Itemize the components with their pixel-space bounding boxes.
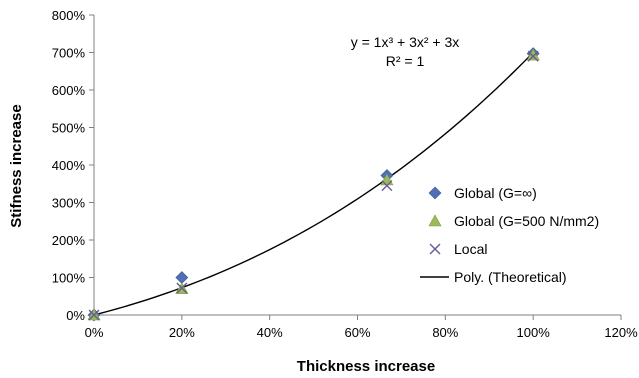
legend-marker-triangle bbox=[428, 214, 442, 227]
y-tick-label: 100% bbox=[52, 271, 86, 286]
legend-label: Local bbox=[454, 241, 487, 257]
point-x bbox=[381, 180, 393, 192]
y-tick-label: 700% bbox=[52, 46, 86, 61]
x-tick-label: 40% bbox=[257, 325, 283, 340]
y-tick-label: 200% bbox=[52, 233, 86, 248]
point-x bbox=[88, 309, 100, 321]
x-tick-label: 20% bbox=[169, 325, 195, 340]
legend-label: Global (G=∞) bbox=[454, 185, 537, 201]
y-tick-label: 400% bbox=[52, 158, 86, 173]
y-tick-label: 800% bbox=[52, 8, 86, 23]
x-tick-label: 60% bbox=[344, 325, 370, 340]
y-ticks: 0% 100% 200% 300% 400% 500% 600% 700% 800% bbox=[52, 8, 94, 323]
trendline-group bbox=[93, 52, 534, 316]
legend-marker-diamond bbox=[428, 186, 442, 200]
y-axis-title: Stifness increase bbox=[8, 104, 25, 227]
trendline-r2: R² = 1 bbox=[386, 53, 425, 69]
y-tick-label: 0% bbox=[66, 308, 85, 323]
x-tick-label: 120% bbox=[604, 325, 638, 340]
x-tick-label: 80% bbox=[432, 325, 458, 340]
trendline-equation: y = 1x³ + 3x² + 3x bbox=[351, 34, 460, 50]
x-tick-label: 0% bbox=[85, 325, 104, 340]
trendline-path bbox=[93, 52, 534, 316]
x-axis-title: Thickness increase bbox=[297, 358, 435, 375]
x-ticks: 0% 20% 40% 60% 80% 100% 120% bbox=[85, 315, 638, 340]
y-tick-label: 300% bbox=[52, 196, 86, 211]
point-triangle bbox=[526, 48, 540, 61]
legend: Global (G=∞) Global (G=500 N/mm2) Local Pol… bbox=[420, 185, 599, 285]
legend-marker-x bbox=[429, 243, 441, 255]
legend-label: Poly. (Theoretical) bbox=[454, 269, 567, 285]
data-points bbox=[87, 47, 540, 322]
y-tick-label: 600% bbox=[52, 83, 86, 98]
x-tick-label: 100% bbox=[517, 325, 551, 340]
point-x bbox=[527, 50, 539, 62]
y-tick-label: 500% bbox=[52, 121, 86, 136]
point-x bbox=[176, 282, 188, 294]
point-diamond bbox=[175, 271, 189, 284]
legend-label: Global (G=500 N/mm2) bbox=[454, 213, 599, 229]
